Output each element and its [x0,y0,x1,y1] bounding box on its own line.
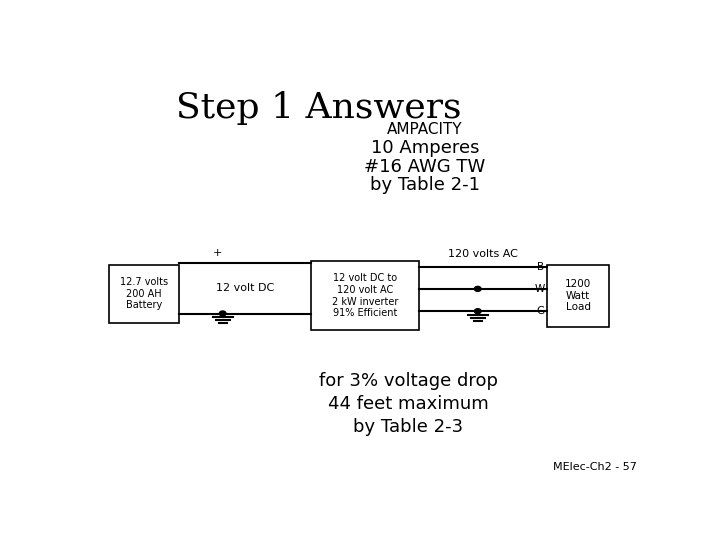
Text: Step 1 Answers: Step 1 Answers [176,91,462,125]
FancyBboxPatch shape [311,261,419,330]
Circle shape [220,311,226,316]
Text: for 3% voltage drop: for 3% voltage drop [318,372,498,390]
Text: 12 volt DC: 12 volt DC [216,284,274,293]
Text: 120 volts AC: 120 volts AC [449,249,518,259]
Text: 1200
Watt
Load: 1200 Watt Load [565,279,591,313]
Text: by Table 2-1: by Table 2-1 [370,177,480,194]
Text: B: B [537,261,544,272]
FancyBboxPatch shape [109,265,179,323]
Text: W: W [534,284,544,294]
Text: AMPACITY: AMPACITY [387,122,463,137]
Text: +: + [212,248,222,258]
Text: by Table 2-3: by Table 2-3 [353,417,463,436]
Text: G: G [536,306,544,316]
Text: MElec-Ch2 - 57: MElec-Ch2 - 57 [553,462,637,472]
Circle shape [474,309,481,314]
FancyBboxPatch shape [547,265,609,327]
Text: 12.7 volts
200 AH
Battery: 12.7 volts 200 AH Battery [120,277,168,310]
Text: 44 feet maximum: 44 feet maximum [328,395,488,413]
Text: 12 volt DC to
120 volt AC
2 kW inverter
91% Efficient: 12 volt DC to 120 volt AC 2 kW inverter … [332,273,398,318]
Text: #16 AWG TW: #16 AWG TW [364,158,485,176]
Text: 10 Amperes: 10 Amperes [371,139,479,157]
Circle shape [474,286,481,292]
